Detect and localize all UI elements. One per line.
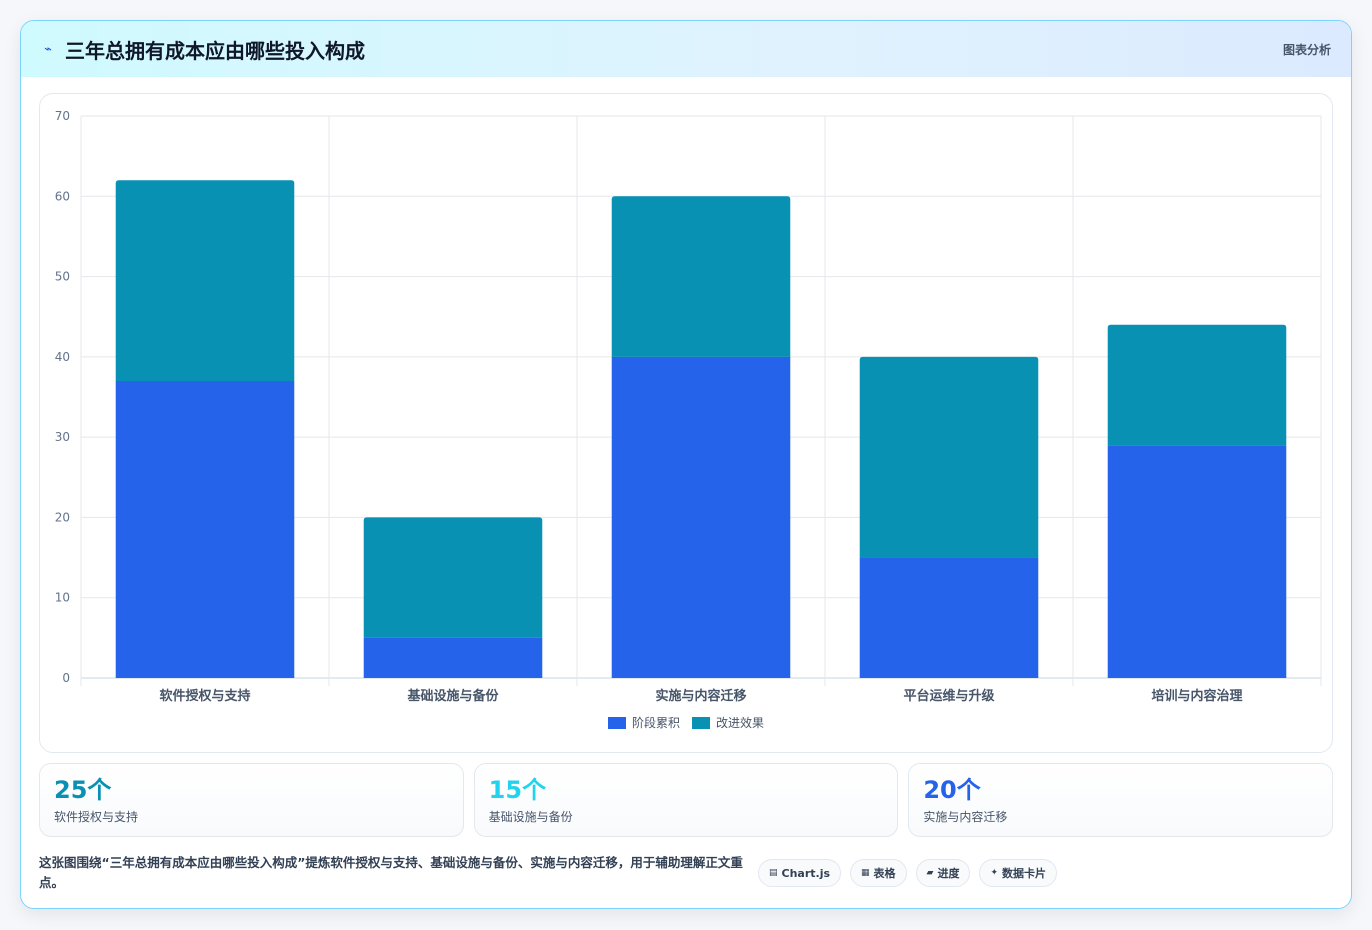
- sparkle-icon: ✦: [990, 868, 998, 878]
- bolt-icon: ⌁: [44, 41, 52, 57]
- chip-progress[interactable]: ▰ 进度: [915, 859, 971, 887]
- stat-label: 基础设施与备份: [488, 810, 573, 824]
- bar-segment: [611, 196, 791, 357]
- stat-card: 25个软件授权与支持: [39, 763, 464, 837]
- legend-item[interactable]: 阶段累积: [607, 714, 680, 731]
- y-tick-label: 20: [55, 510, 70, 524]
- page-title: 三年总拥有成本应由哪些投入构成: [65, 38, 365, 63]
- bar-segment: [363, 517, 543, 638]
- chart-card: ⌁ 三年总拥有成本应由哪些投入构成 图表分析 0 10 20 30 40 50 60 70 软件…: [20, 20, 1352, 909]
- bar-segment: [859, 356, 1039, 558]
- bar-segment: [115, 180, 295, 381]
- tech-chips: ▤ Chart.js ▦ 表格 ▰ 进度 ✦ 数据卡片: [757, 859, 1057, 887]
- x-tick-label: 培训与内容治理: [1151, 688, 1242, 704]
- chip-chart[interactable]: ▤ Chart.js: [757, 859, 842, 887]
- legend-item[interactable]: 改进效果: [692, 714, 764, 731]
- card-footer: 这张图围绕“三年总拥有成本应由哪些投入构成”提炼软件授权与支持、基础设施与备份、…: [39, 851, 1333, 895]
- bar-segment: [1107, 445, 1287, 678]
- y-tick-label: 40: [55, 350, 70, 364]
- chip-label: 表格: [873, 867, 896, 880]
- x-tick-label: 平台运维与升级: [903, 688, 995, 704]
- bar-segment: [115, 380, 295, 678]
- bar-segment: [1107, 324, 1287, 446]
- chip-table[interactable]: ▦ 表格: [850, 859, 907, 887]
- progress-icon: ▰: [926, 868, 934, 878]
- chart-analysis-tag: 图表分析: [1282, 42, 1331, 57]
- chart-icon: ▤: [768, 868, 778, 878]
- x-tick-label: 实施与内容迁移: [655, 688, 746, 704]
- header-title-group: ⌁ 三年总拥有成本应由哪些投入构成: [41, 35, 365, 64]
- bar-segment: [363, 637, 543, 678]
- chip-sparkle[interactable]: ✦ 数据卡片: [979, 859, 1057, 887]
- stat-card: 20个实施与内容迁移: [908, 763, 1334, 837]
- bar-segment: [611, 356, 791, 678]
- chip-label: 进度: [937, 867, 960, 880]
- x-tick-label: 软件授权与支持: [159, 688, 250, 704]
- card-header: ⌁ 三年总拥有成本应由哪些投入构成 图表分析: [21, 21, 1351, 77]
- legend-label: 阶段累积: [631, 716, 680, 730]
- y-tick-label: 60: [55, 189, 70, 203]
- y-tick-label: 70: [55, 109, 70, 123]
- bar-segment: [859, 557, 1039, 678]
- chart-panel: 0 10 20 30 40 50 60 70 软件授权与支持 基础设施与备份 实施与内容迁移 平台运维…: [39, 93, 1333, 753]
- chip-label: 数据卡片: [1002, 867, 1046, 880]
- stat-value: 20个: [923, 776, 981, 804]
- stat-cards: 25个 软件授权与支持 15个 基础设施与备份 20个 实施与内容迁移: [39, 763, 1334, 837]
- legend-swatch: [607, 716, 626, 729]
- y-tick-label: 30: [55, 430, 70, 444]
- chip-label: Chart.js: [781, 866, 831, 880]
- chart-description: 这张图围绕“三年总拥有成本应由哪些投入构成”提炼软件授权与支持、基础设施与备份、…: [39, 855, 743, 890]
- y-tick-label: 10: [55, 591, 70, 605]
- legend-swatch: [692, 716, 710, 729]
- stat-value: 15个: [488, 776, 547, 804]
- stat-label: 实施与内容迁移: [923, 810, 1008, 824]
- stat-label: 软件授权与支持: [54, 810, 139, 824]
- x-tick-label: 基础设施与备份: [406, 688, 499, 704]
- stat-value: 25个: [54, 776, 112, 804]
- stacked-bar-chart: 0 10 20 30 40 50 60 70 软件授权与支持 基础设施与备份 实施与内容迁移 平台运维…: [55, 109, 1322, 704]
- stat-card: 15个基础设施与备份: [473, 763, 899, 837]
- table-icon: ▦: [861, 868, 870, 878]
- chart-legend: 阶段累积 改进效果: [40, 714, 1332, 731]
- y-tick-label: 50: [55, 270, 70, 284]
- legend-label: 改进效果: [716, 716, 765, 730]
- y-tick-label: 0: [62, 671, 70, 685]
